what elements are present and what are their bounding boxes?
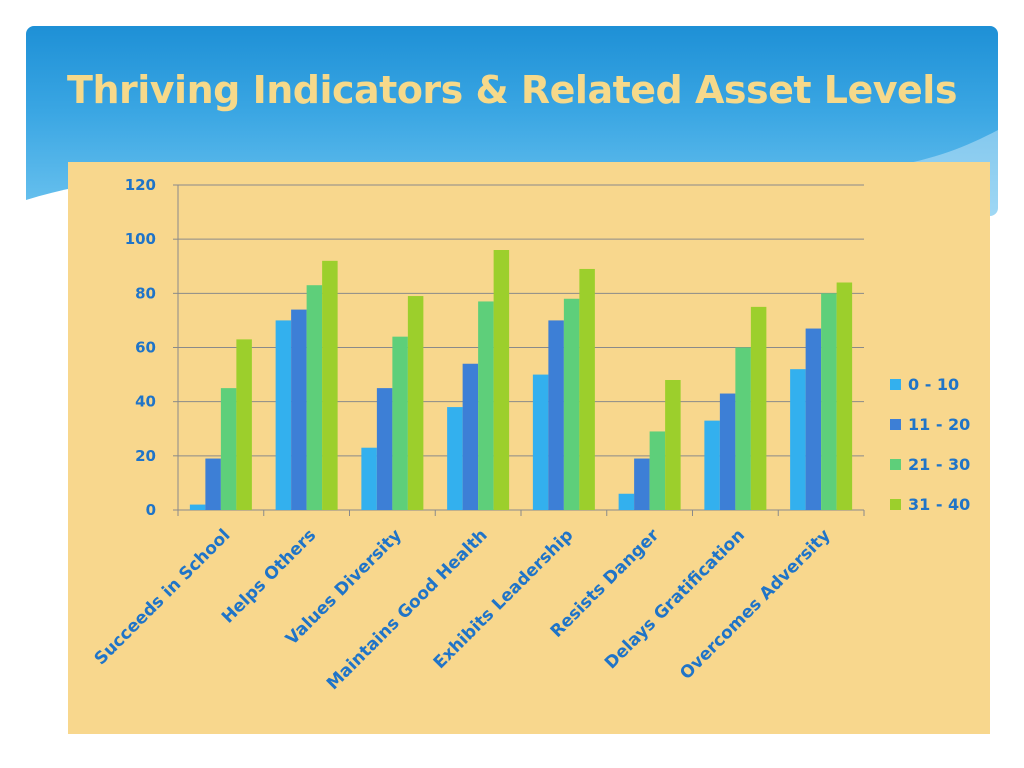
bar (704, 420, 720, 510)
bar (462, 363, 479, 510)
slide-title: Thriving Indicators & Related Asset Leve… (67, 68, 957, 112)
y-tick-label: 100 (125, 230, 156, 248)
bars (189, 250, 853, 510)
bar (236, 339, 252, 510)
bar (805, 328, 822, 510)
bar (447, 407, 463, 510)
bar (376, 388, 393, 510)
bar (306, 285, 323, 510)
bar (790, 369, 806, 510)
legend-label: 21 - 30 (908, 455, 970, 474)
legend-swatch (890, 499, 901, 510)
bar (532, 374, 549, 510)
bar (493, 250, 510, 510)
bar (618, 493, 635, 510)
bar (220, 388, 237, 510)
bar (478, 301, 494, 510)
y-tick-label: 40 (135, 393, 156, 411)
y-tick-label: 80 (135, 284, 156, 302)
bar (750, 306, 767, 510)
x-category-label: Succeeds in School (91, 525, 235, 669)
legend-swatch (890, 419, 901, 430)
legend-label: 0 - 10 (908, 375, 959, 394)
y-tick-label: 60 (135, 339, 156, 357)
bar (634, 458, 650, 510)
bar (548, 320, 564, 510)
bar (322, 260, 338, 510)
bar (821, 293, 837, 510)
y-tick-label: 120 (125, 176, 156, 194)
bar (361, 447, 377, 510)
bar (665, 380, 681, 510)
y-tick-label: 0 (146, 501, 156, 519)
bar (563, 298, 580, 510)
bar (719, 393, 736, 510)
bar (392, 336, 408, 510)
x-category-label: Overcomes Adversity (676, 525, 834, 683)
x-category-label: Exhibits Leadership (430, 525, 578, 673)
bar (205, 458, 221, 510)
bar (836, 282, 853, 510)
legend-swatch (890, 379, 901, 390)
bar (579, 268, 595, 510)
x-category-label: Delays Gratification (601, 525, 749, 673)
bar (735, 347, 751, 510)
legend: 0 - 10 11 - 20 21 - 30 31 - 40 (890, 375, 970, 514)
legend-swatch (890, 459, 901, 470)
legend-label: 31 - 40 (908, 495, 970, 514)
y-tick-label: 20 (135, 447, 156, 465)
legend-label: 11 - 20 (908, 415, 970, 434)
bar (275, 320, 292, 510)
bar (649, 431, 666, 510)
chart-panel: 0 20 40 60 80 100 120 Succeeds in School Helps O… (68, 162, 990, 734)
x-category-label: Maintains Good Health (323, 525, 492, 694)
bar (189, 504, 206, 510)
bar (407, 296, 424, 510)
bar (291, 309, 307, 510)
